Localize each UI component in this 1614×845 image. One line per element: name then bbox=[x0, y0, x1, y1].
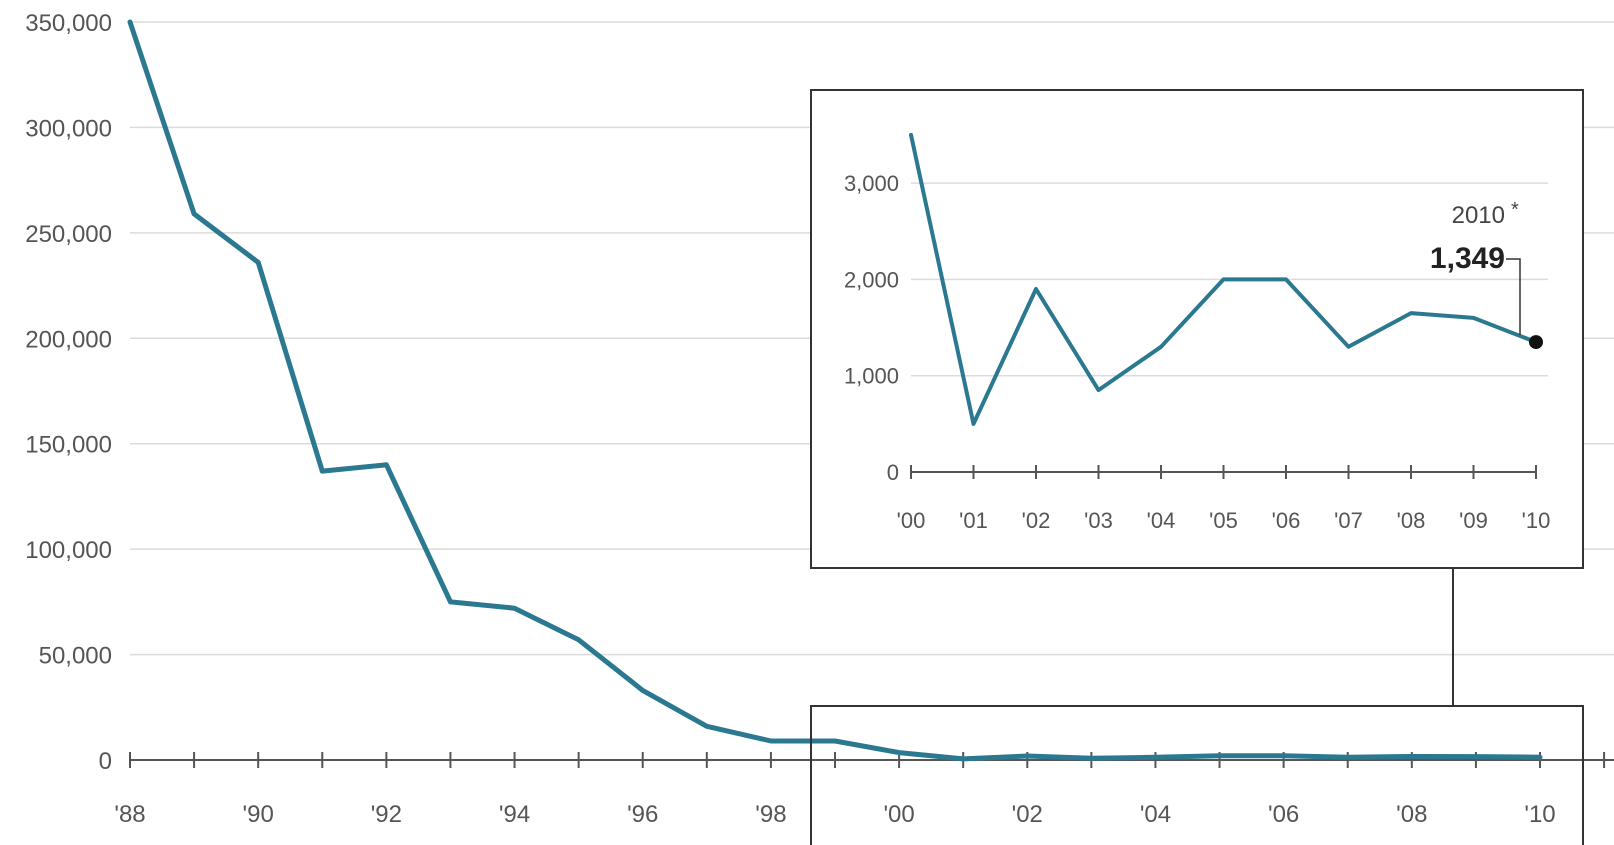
main-x-tick-label: '10 bbox=[1524, 801, 1555, 828]
inset-y-tick-label: 1,000 bbox=[844, 364, 899, 389]
inset-series bbox=[909, 132, 1543, 426]
inset-x-tick-label: '01 bbox=[959, 508, 988, 533]
zoom-region-box bbox=[810, 705, 1584, 845]
main-x-tick-label: '96 bbox=[627, 801, 658, 828]
annotation-footnote-marker: * bbox=[1511, 199, 1519, 221]
main-y-tick-labels: 0 50,000 100,000 150,000 200,000 250,000 300,0… bbox=[25, 10, 112, 775]
inset-x-tick-label: '00 bbox=[897, 508, 926, 533]
main-x-tick-label: '98 bbox=[755, 801, 786, 828]
main-y-tick-label: 300,000 bbox=[25, 115, 112, 142]
main-x-tick-label: '00 bbox=[883, 801, 914, 828]
inset-frame bbox=[810, 89, 1584, 569]
main-x-tick-label: '02 bbox=[1012, 801, 1043, 828]
annotation-year-label: 2010 bbox=[1452, 202, 1505, 229]
main-y-tick-label: 200,000 bbox=[25, 326, 112, 353]
inset-y-tick-label: 2,000 bbox=[844, 267, 899, 292]
inset-x-tick-label: '08 bbox=[1397, 508, 1426, 533]
inset-annotation: 2010 * 1,349 bbox=[1430, 199, 1521, 336]
main-x-tick-labels: '88 '90 '92 '94 '96 '98 '00 '02 '04 '06 '08 '10 bbox=[114, 801, 1555, 828]
annotation-leader-line bbox=[1506, 258, 1521, 336]
inset-y-tick-label: 0 bbox=[887, 460, 899, 485]
main-y-tick-label: 0 bbox=[99, 748, 112, 775]
inset-x-tick-labels: '00 '01 '02 '03 '04 '05 '06 '07 '08 '09 '10 bbox=[897, 508, 1551, 533]
main-x-tick-label: '08 bbox=[1396, 801, 1427, 828]
main-y-tick-label: 150,000 bbox=[25, 432, 112, 459]
inset-x-tick-label: '03 bbox=[1084, 508, 1113, 533]
inset-series-line bbox=[909, 132, 1538, 426]
main-y-tick-label: 350,000 bbox=[25, 10, 112, 37]
main-y-tick-label: 100,000 bbox=[25, 537, 112, 564]
inset-x-axis bbox=[910, 465, 1537, 479]
inset-x-tick-label: '07 bbox=[1334, 508, 1363, 533]
main-y-tick-label: 50,000 bbox=[39, 643, 112, 670]
main-series-line bbox=[127, 19, 1543, 762]
inset-x-tick-label: '05 bbox=[1209, 508, 1238, 533]
inset-x-tick-label: '06 bbox=[1272, 508, 1301, 533]
main-x-axis bbox=[129, 752, 1614, 768]
inset-x-tick-label: '04 bbox=[1147, 508, 1176, 533]
main-series bbox=[127, 19, 1543, 762]
main-y-tick-label: 250,000 bbox=[25, 221, 112, 248]
inset-x-tick-label: '09 bbox=[1459, 508, 1488, 533]
main-x-tick-label: '90 bbox=[243, 801, 274, 828]
inset-x-tick-label: '02 bbox=[1022, 508, 1051, 533]
main-x-tick-label: '92 bbox=[371, 801, 402, 828]
inset-y-tick-labels: 0 1,000 2,000 3,000 bbox=[844, 171, 899, 485]
inset-y-tick-label: 3,000 bbox=[844, 171, 899, 196]
main-x-tick-label: '94 bbox=[499, 801, 530, 828]
main-x-tick-label: '04 bbox=[1140, 801, 1171, 828]
annotation-value-label: 1,349 bbox=[1430, 242, 1505, 275]
inset-last-point bbox=[1529, 335, 1543, 350]
main-x-tick-label: '88 bbox=[114, 801, 145, 828]
inset-x-tick-label: '10 bbox=[1522, 508, 1551, 533]
main-x-tick-label: '06 bbox=[1268, 801, 1299, 828]
